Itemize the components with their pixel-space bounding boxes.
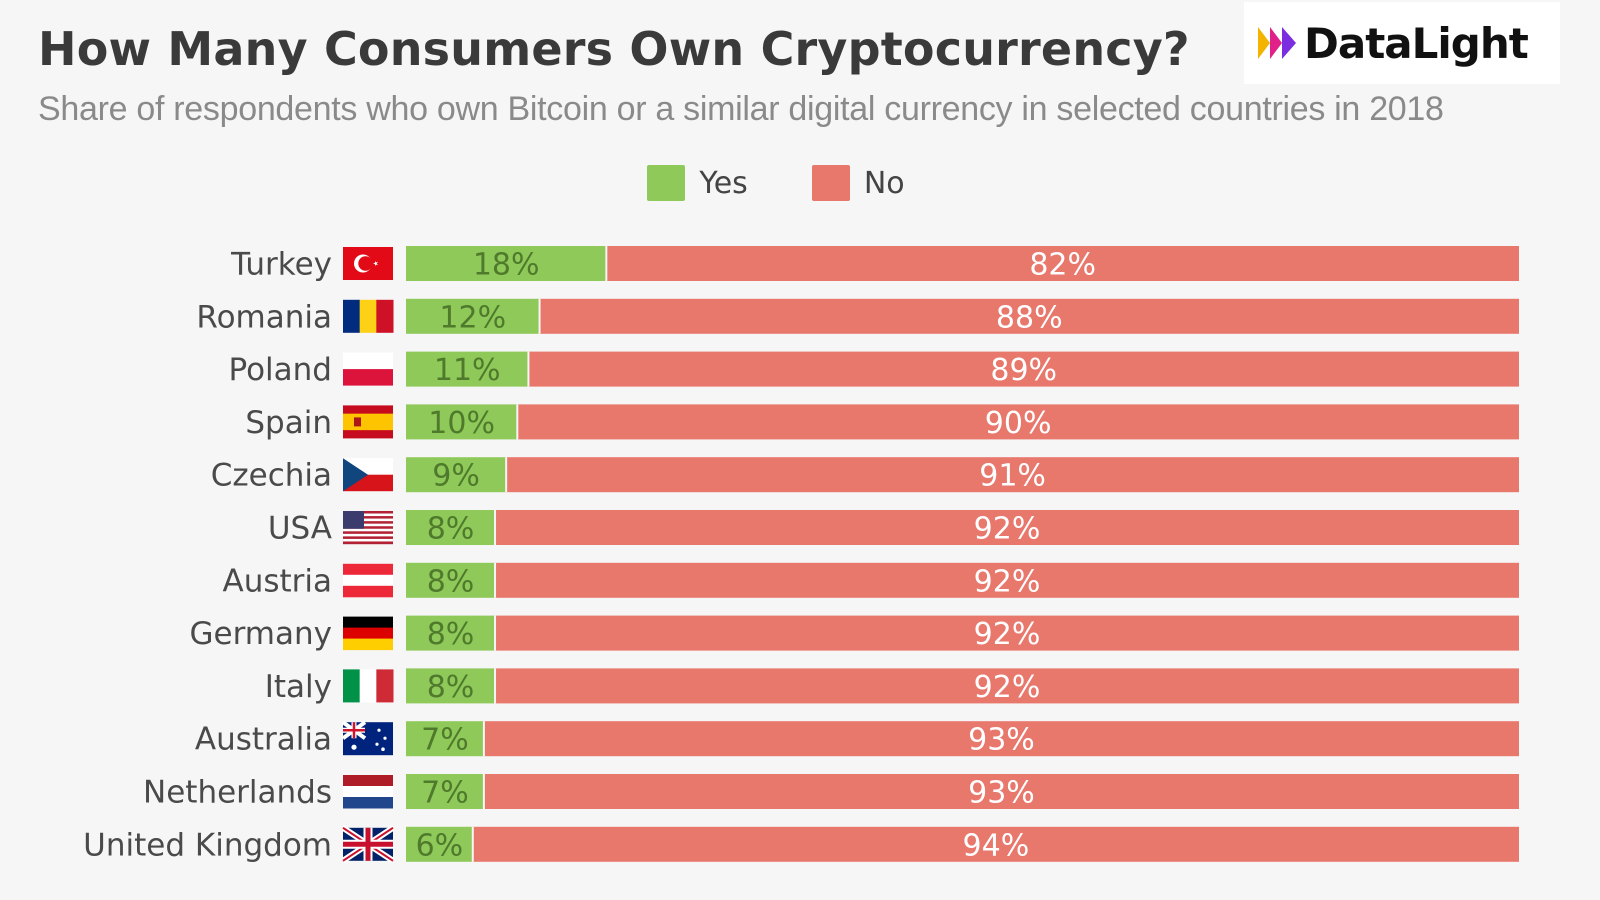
legend-label-yes: Yes xyxy=(699,165,748,201)
data-label-yes: 8% xyxy=(427,670,475,705)
country-label: Romania xyxy=(196,299,332,335)
uk-flag-icon xyxy=(341,825,395,864)
bar-row: Netherlands 7% 93% xyxy=(143,774,1519,811)
bar-row: Austria 8% 92% xyxy=(222,562,1519,599)
country-label: Turkey xyxy=(230,247,332,283)
bar-no xyxy=(495,615,1519,651)
bar-no xyxy=(472,826,1519,862)
data-label-yes: 7% xyxy=(421,723,469,758)
legend-item-no: No xyxy=(811,165,905,201)
australia-flag-icon xyxy=(341,720,393,756)
country-label: Austria xyxy=(222,563,332,599)
data-label-no: 82% xyxy=(1029,248,1096,283)
country-label: USA xyxy=(268,511,332,547)
data-label-yes: 8% xyxy=(427,617,475,652)
bar-row: Australia 7% 93% xyxy=(195,720,1519,758)
bar-no xyxy=(495,510,1519,545)
data-label-yes: 10% xyxy=(428,406,495,441)
bar-no xyxy=(483,774,1519,809)
data-label-yes: 11% xyxy=(434,353,501,388)
bar-no xyxy=(483,721,1519,757)
bar-row: United Kingdom 6% 94% xyxy=(83,825,1519,864)
data-label-no: 93% xyxy=(968,776,1035,811)
bar-row: Italy 8% 92% xyxy=(265,668,1519,705)
bar-no xyxy=(495,668,1519,704)
bar-yes xyxy=(406,457,507,493)
datalight-logo-icon xyxy=(1258,27,1296,59)
country-label: Germany xyxy=(190,616,332,652)
data-label-no: 92% xyxy=(974,564,1041,599)
data-label-no: 89% xyxy=(990,353,1057,388)
romania-flag-icon xyxy=(343,299,394,333)
bar-yes xyxy=(406,298,540,334)
bar-yes xyxy=(406,351,529,387)
data-label-yes: 18% xyxy=(473,248,540,283)
bar-yes xyxy=(406,510,496,545)
bar-yes xyxy=(406,668,496,704)
turkey-flag-icon xyxy=(343,247,393,280)
country-label: Czechia xyxy=(211,458,332,494)
country-label: Italy xyxy=(265,669,332,705)
bar-no xyxy=(606,246,1519,281)
bar-row: Czechia 9% 91% xyxy=(211,457,1519,494)
chart-subtitle: Share of respondents who own Bitcoin or … xyxy=(38,90,1444,128)
bar-no xyxy=(506,457,1519,493)
bar-row: Romania 12% 88% xyxy=(196,298,1519,335)
data-label-yes: 12% xyxy=(439,300,506,335)
poland-flag-icon xyxy=(343,352,393,386)
bar-yes xyxy=(406,615,496,651)
country-label: Poland xyxy=(229,352,333,388)
usa-flag-icon xyxy=(343,511,393,545)
czechia-flag-icon xyxy=(343,458,393,492)
data-label-yes: 8% xyxy=(427,564,475,599)
bar-no xyxy=(539,298,1519,334)
netherlands-flag-icon xyxy=(343,775,393,809)
bar-yes xyxy=(406,562,496,598)
bar-no xyxy=(528,351,1519,387)
bar-yes xyxy=(406,246,607,281)
bar-row: Turkey 18% 82% xyxy=(230,246,1519,283)
spain-flag-icon xyxy=(343,405,393,439)
bar-no xyxy=(495,562,1519,598)
datalight-logo: DataLight xyxy=(1244,2,1560,84)
legend-item-yes: Yes xyxy=(647,165,748,201)
country-label: United Kingdom xyxy=(83,827,332,863)
data-label-no: 91% xyxy=(979,459,1046,494)
bar-row: Spain 10% 90% xyxy=(245,404,1519,441)
legend-swatch-yes xyxy=(647,165,686,201)
bar-no xyxy=(517,404,1519,440)
legend-label-no: No xyxy=(863,165,905,201)
germany-flag-icon xyxy=(343,616,393,651)
data-label-no: 92% xyxy=(974,617,1041,652)
bar-yes xyxy=(406,826,473,862)
bar-yes xyxy=(406,721,484,757)
data-label-no: 92% xyxy=(974,512,1041,547)
chart-legend: Yes No xyxy=(0,165,1576,201)
bar-yes xyxy=(406,404,518,440)
country-label: Spain xyxy=(245,405,332,441)
data-label-yes: 6% xyxy=(416,828,464,863)
austria-flag-icon xyxy=(343,563,393,598)
bar-row: Germany 8% 92% xyxy=(190,615,1519,652)
chart-title: How Many Consumers Own Cryptocurrency? xyxy=(38,22,1190,76)
data-label-yes: 8% xyxy=(427,512,475,547)
country-label: Netherlands xyxy=(143,775,332,811)
bar-row: USA 8% 92% xyxy=(268,510,1519,547)
data-label-no: 90% xyxy=(985,406,1052,441)
logo-text: DataLight xyxy=(1304,18,1529,68)
data-label-no: 94% xyxy=(963,828,1030,863)
italy-flag-icon xyxy=(343,669,394,703)
bar-row: Poland 11% 89% xyxy=(229,351,1519,388)
data-label-yes: 7% xyxy=(421,776,469,811)
data-label-yes: 9% xyxy=(432,459,480,494)
data-label-no: 88% xyxy=(996,300,1063,335)
data-label-no: 92% xyxy=(974,670,1041,705)
data-label-no: 93% xyxy=(968,723,1035,758)
country-label: Australia xyxy=(195,722,332,758)
bar-yes xyxy=(406,774,484,809)
legend-swatch-no xyxy=(811,165,850,201)
